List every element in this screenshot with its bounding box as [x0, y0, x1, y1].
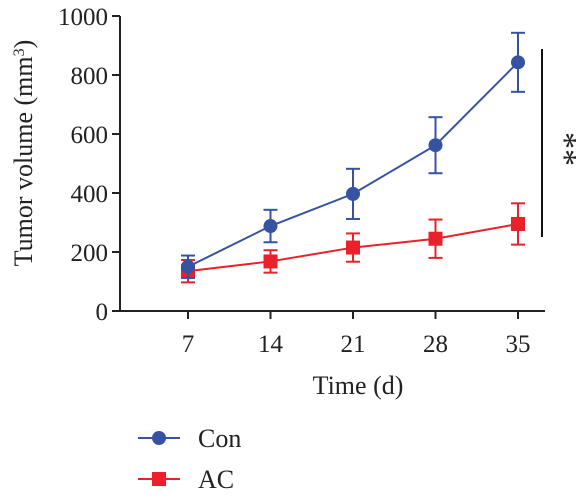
- data-point: [511, 216, 525, 231]
- x-tick-label: 28: [423, 331, 448, 358]
- y-tick-label: 1000: [58, 4, 108, 31]
- y-tick-label: 800: [71, 63, 109, 90]
- axes: [119, 16, 545, 312]
- y-axis-label: Tumor volume (mm3): [9, 40, 38, 267]
- data-point: [346, 186, 360, 201]
- data-point: [181, 259, 195, 274]
- legend-marker: [152, 472, 166, 486]
- axis-ticks: 0 200 400 600 800 1000 7 14 21 28 35: [58, 4, 531, 358]
- y-axis-label-close: ): [9, 40, 38, 49]
- data-point: [428, 231, 443, 246]
- x-axis-label: Time (d): [313, 371, 404, 400]
- x-tick-label: 35: [506, 331, 531, 358]
- y-axis-label-main: Tumor volume (mm: [9, 56, 38, 266]
- y-tick-label: 0: [96, 299, 109, 326]
- y-tick-label: 400: [71, 181, 109, 208]
- legend-label: Con: [198, 424, 241, 453]
- y-tick-label: 600: [71, 122, 109, 149]
- y-tick-label: 200: [71, 240, 109, 267]
- legend-item-con: Con: [138, 424, 241, 453]
- series-con: [181, 31, 525, 279]
- legend: Con AC: [138, 424, 241, 494]
- series-layer: [181, 31, 525, 284]
- significance-label: **: [546, 132, 579, 166]
- data-point: [263, 254, 278, 269]
- data-point: [511, 55, 525, 70]
- x-tick-label: 14: [258, 331, 284, 358]
- legend-item-ac: AC: [138, 465, 234, 494]
- x-tick-label: 21: [341, 331, 366, 358]
- legend-marker: [152, 431, 166, 445]
- data-point: [428, 138, 443, 153]
- x-tick-label: 7: [182, 331, 195, 358]
- data-point: [346, 240, 360, 255]
- y-axis-label-sup: 3: [11, 48, 28, 56]
- significance-annotation: **: [541, 49, 579, 237]
- data-point: [263, 219, 278, 234]
- legend-label: AC: [198, 465, 234, 494]
